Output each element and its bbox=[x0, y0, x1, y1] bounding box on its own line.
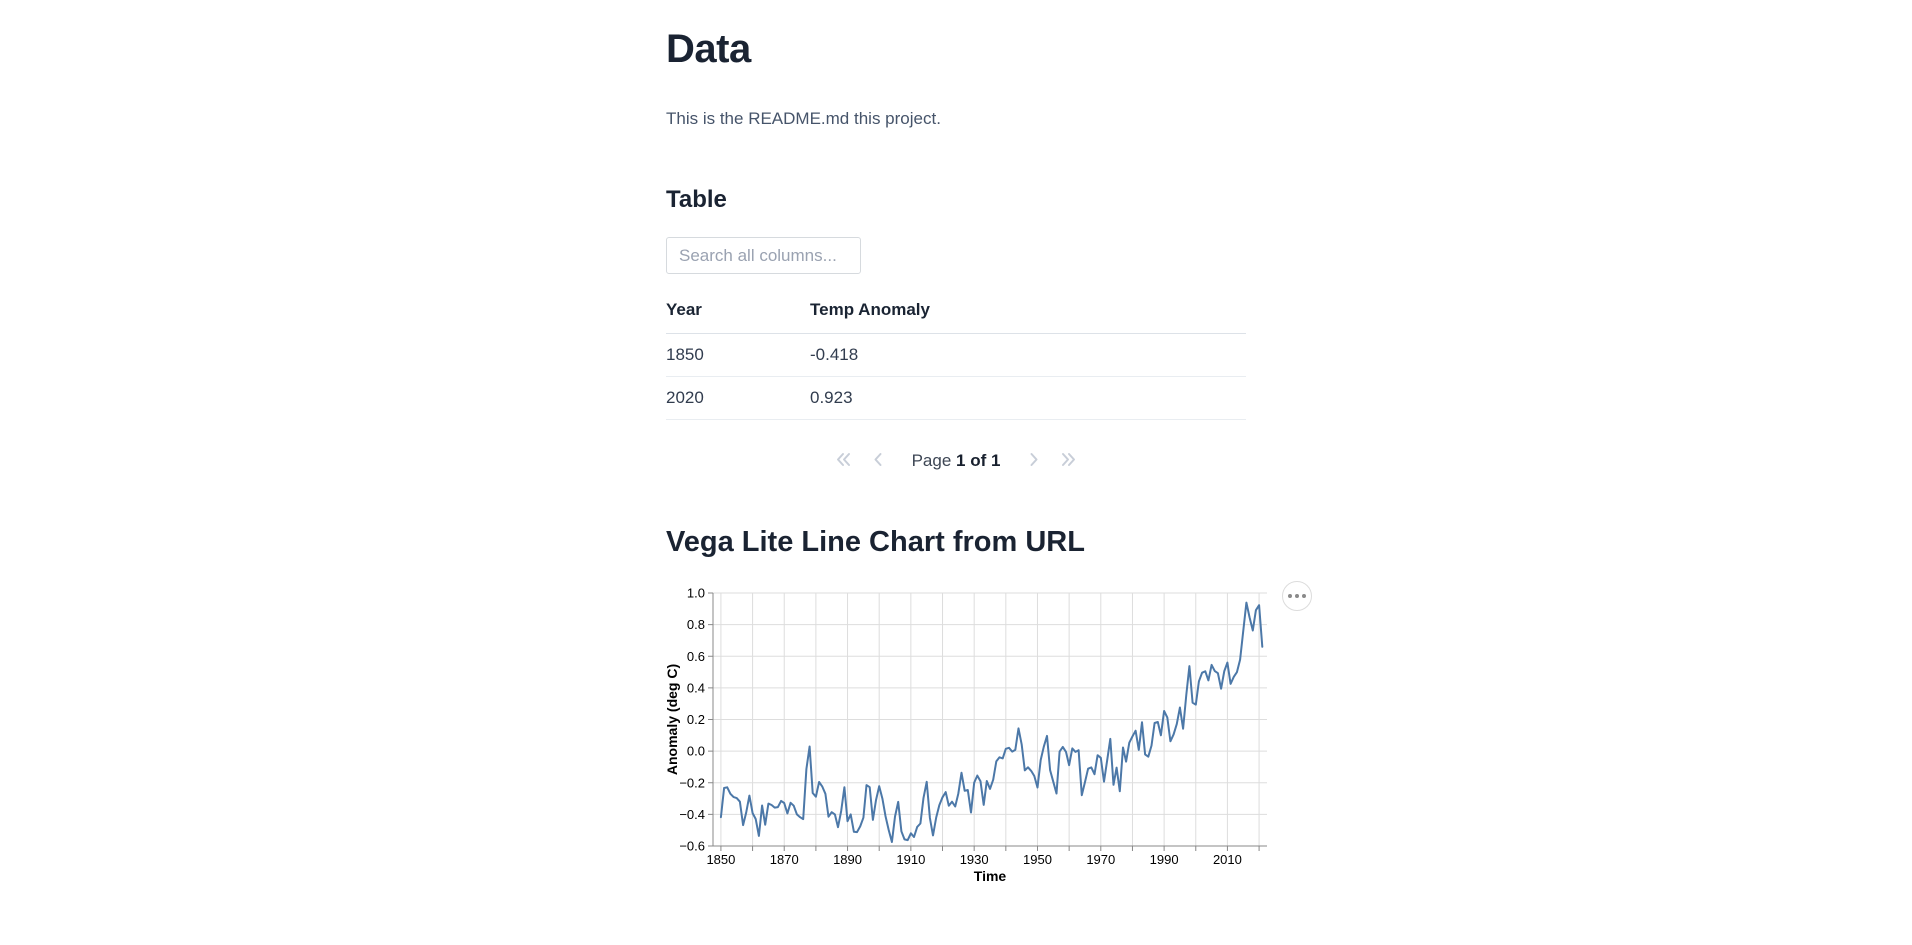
intro-text: This is the README.md this project. bbox=[666, 109, 941, 128]
page-indicator-prefix: Page bbox=[911, 451, 952, 470]
svg-text:1930: 1930 bbox=[960, 852, 989, 867]
chevron-left-icon bbox=[872, 452, 884, 470]
previous-page-button[interactable] bbox=[870, 450, 886, 472]
svg-text:−0.2: −0.2 bbox=[679, 775, 705, 790]
chevrons-right-icon bbox=[1060, 452, 1078, 470]
svg-text:−0.4: −0.4 bbox=[679, 807, 705, 822]
first-page-button[interactable] bbox=[832, 450, 854, 472]
svg-text:0.8: 0.8 bbox=[687, 617, 705, 632]
table-row: 1850 -0.418 bbox=[666, 333, 1246, 377]
pagination: Page 1 of 1 bbox=[666, 450, 1246, 472]
data-table: Year Temp Anomaly 1850 -0.418 2020 0.923 bbox=[666, 300, 1246, 420]
page-indicator-value: 1 of 1 bbox=[956, 451, 1001, 470]
svg-text:1910: 1910 bbox=[896, 852, 925, 867]
svg-text:0.0: 0.0 bbox=[687, 744, 705, 759]
svg-text:0.2: 0.2 bbox=[687, 712, 705, 727]
table-header-row: Year Temp Anomaly bbox=[666, 300, 1246, 334]
chevrons-left-icon bbox=[834, 452, 852, 470]
column-header-temp-anomaly[interactable]: Temp Anomaly bbox=[810, 300, 1246, 334]
search-input[interactable] bbox=[666, 237, 861, 274]
cell-year: 2020 bbox=[666, 376, 810, 420]
svg-text:Anomaly (deg C): Anomaly (deg C) bbox=[666, 664, 680, 775]
table-section-heading: Table bbox=[666, 186, 727, 213]
svg-text:1990: 1990 bbox=[1150, 852, 1179, 867]
chevron-right-icon bbox=[1028, 452, 1040, 470]
next-page-button[interactable] bbox=[1026, 450, 1042, 472]
svg-text:1870: 1870 bbox=[770, 852, 799, 867]
chart-section-heading: Vega Lite Line Chart from URL bbox=[666, 526, 1085, 558]
ellipsis-icon bbox=[1288, 594, 1292, 598]
svg-text:−0.6: −0.6 bbox=[679, 839, 705, 854]
content-column: Data This is the README.md this project.… bbox=[664, 0, 1312, 889]
cell-temp-anomaly: 0.923 bbox=[810, 376, 1246, 420]
svg-text:0.4: 0.4 bbox=[687, 680, 705, 695]
table-row: 2020 0.923 bbox=[666, 376, 1246, 420]
svg-text:1850: 1850 bbox=[706, 852, 735, 867]
svg-text:0.6: 0.6 bbox=[687, 649, 705, 664]
svg-text:Time: Time bbox=[974, 868, 1007, 884]
column-header-year[interactable]: Year bbox=[666, 300, 810, 334]
svg-text:1950: 1950 bbox=[1023, 852, 1052, 867]
chart-menu-button[interactable] bbox=[1282, 581, 1312, 611]
svg-text:1890: 1890 bbox=[833, 852, 862, 867]
last-page-button[interactable] bbox=[1058, 450, 1080, 472]
page-indicator: Page 1 of 1 bbox=[912, 451, 1001, 471]
cell-year: 1850 bbox=[666, 333, 810, 377]
page-title: Data bbox=[666, 27, 751, 71]
svg-text:1970: 1970 bbox=[1086, 852, 1115, 867]
chart-container: 1850 1870 1890 1910 1930 1950 1970 1990 2010 −0.6… bbox=[664, 579, 1312, 889]
svg-text:2010: 2010 bbox=[1213, 852, 1242, 867]
vega-line-chart: 1850 1870 1890 1910 1930 1950 1970 1990 2010 −0.6… bbox=[664, 586, 1267, 884]
svg-text:1.0: 1.0 bbox=[687, 586, 705, 601]
cell-temp-anomaly: -0.418 bbox=[810, 333, 1246, 377]
